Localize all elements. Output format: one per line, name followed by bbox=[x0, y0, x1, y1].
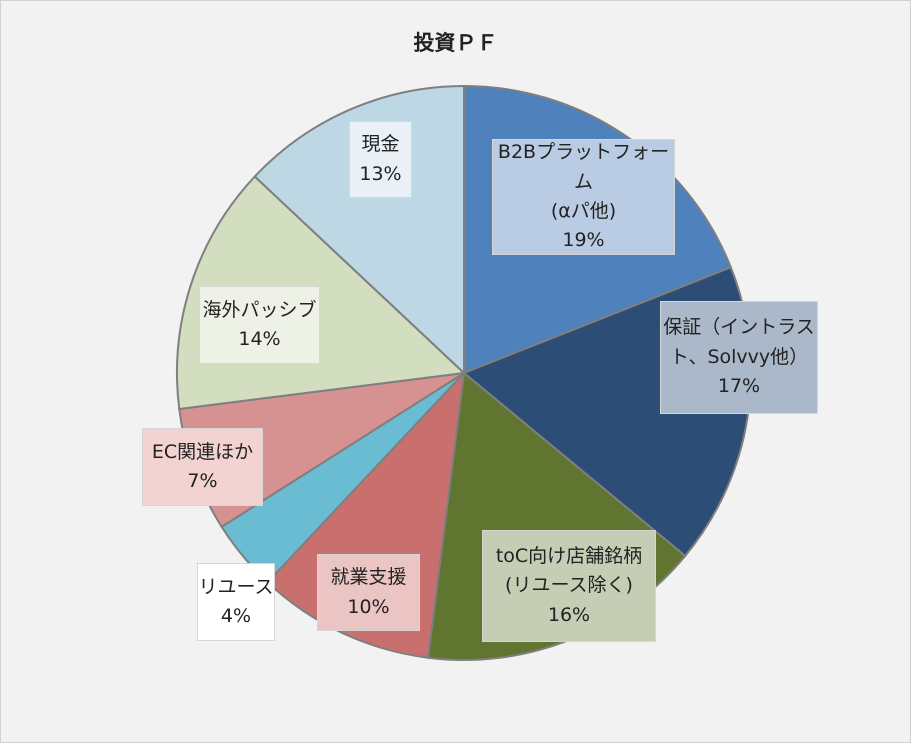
data-label-value: 14% bbox=[238, 328, 281, 350]
data-label-line: 海外パッシブ bbox=[202, 298, 317, 321]
data-label-line: (αパ他) bbox=[550, 200, 617, 222]
data-label-name: B2Bプラットフォーム (αパ他) bbox=[493, 138, 674, 226]
chart-title: 投資ＰＦ bbox=[413, 31, 498, 55]
data-label-name: 現金 bbox=[361, 130, 399, 159]
data-label-value: 19% bbox=[562, 229, 605, 252]
data-label-name: リユース bbox=[198, 573, 273, 602]
data-label-1: 保証（イントラス ト、Solvvy他） 17% bbox=[660, 301, 818, 414]
data-label-line: 保証（イントラス bbox=[663, 316, 815, 339]
data-label-line: 就業支援 bbox=[330, 566, 407, 589]
data-label-7: 現金 13% bbox=[349, 121, 412, 198]
data-label-line: ト、Solvvy他） bbox=[669, 345, 809, 368]
data-label-line: EC関連ほか bbox=[151, 440, 254, 463]
data-label-value: 10% bbox=[347, 595, 390, 618]
data-label-line: リユース bbox=[198, 575, 274, 598]
data-label-2: toC向け店舗銘柄 (リユース除く) 16% bbox=[482, 530, 656, 642]
data-label-name: 就業支援 bbox=[330, 563, 406, 592]
data-label-value: 4% bbox=[220, 605, 252, 627]
data-label-4: リユース 4% bbox=[197, 563, 275, 641]
data-label-line: 現金 bbox=[361, 133, 400, 156]
data-label-name: EC関連ほか bbox=[152, 438, 253, 467]
data-label-name: 保証（イントラス ト、Solvvy他） bbox=[663, 313, 815, 372]
data-label-value: 7% bbox=[187, 470, 218, 492]
data-label-line: (リユース除く) bbox=[505, 574, 633, 597]
data-label-0: B2Bプラットフォーム (αパ他) 19% bbox=[492, 139, 675, 255]
data-label-name: toC向け店舗銘柄 (リユース除く) bbox=[496, 542, 642, 601]
data-label-3: 就業支援 10% bbox=[317, 554, 420, 631]
data-label-value: 13% bbox=[359, 162, 402, 185]
data-label-line: toC向け店舗銘柄 bbox=[495, 544, 643, 567]
data-label-6: 海外パッシブ 14% bbox=[199, 286, 320, 364]
data-label-value: 16% bbox=[547, 603, 591, 626]
data-label-line: B2Bプラットフォーム bbox=[497, 141, 670, 193]
data-label-name: 海外パッシブ bbox=[202, 296, 316, 325]
data-label-5: EC関連ほか 7% bbox=[142, 428, 263, 506]
data-label-value: 17% bbox=[717, 375, 761, 398]
